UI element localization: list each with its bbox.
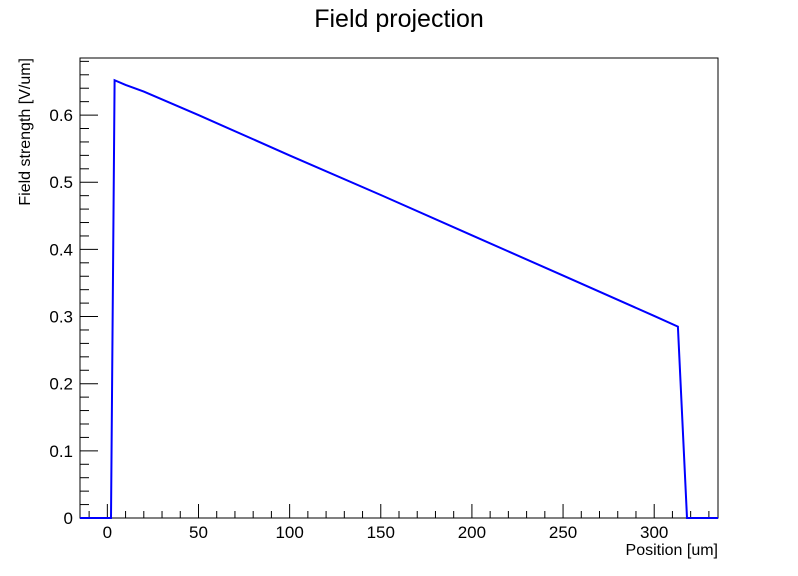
y-tick-label: 0.5	[49, 173, 73, 192]
x-axis-ticks	[88, 504, 710, 518]
y-tick-label: 0.1	[49, 442, 73, 461]
x-tick-label: 0	[103, 523, 112, 542]
x-tick-label: 100	[275, 523, 303, 542]
y-tick-label: 0.2	[49, 375, 73, 394]
x-axis-tick-labels: 0 50 100 150 200 250 300	[103, 523, 669, 542]
y-tick-label: 0.4	[49, 240, 73, 259]
x-tick-label: 200	[458, 523, 486, 542]
y-axis-tick-labels: 0 0.1 0.2 0.3 0.4 0.5 0.6	[49, 106, 73, 528]
y-tick-label: 0.3	[49, 308, 73, 327]
y-axis-ticks	[80, 60, 98, 519]
y-axis-title: Field strength [V/um]	[17, 58, 34, 206]
y-tick-label: 0	[64, 509, 73, 528]
plot-frame	[79, 57, 719, 519]
series-line	[80, 78, 718, 519]
x-tick-label: 300	[640, 523, 668, 542]
chart-title: Field projection	[314, 5, 484, 33]
y-tick-label: 0.6	[49, 106, 73, 125]
x-tick-label: 50	[189, 523, 208, 542]
x-axis-title: Position [um]	[626, 542, 718, 559]
x-tick-label: 150	[367, 523, 395, 542]
x-tick-label: 250	[549, 523, 577, 542]
